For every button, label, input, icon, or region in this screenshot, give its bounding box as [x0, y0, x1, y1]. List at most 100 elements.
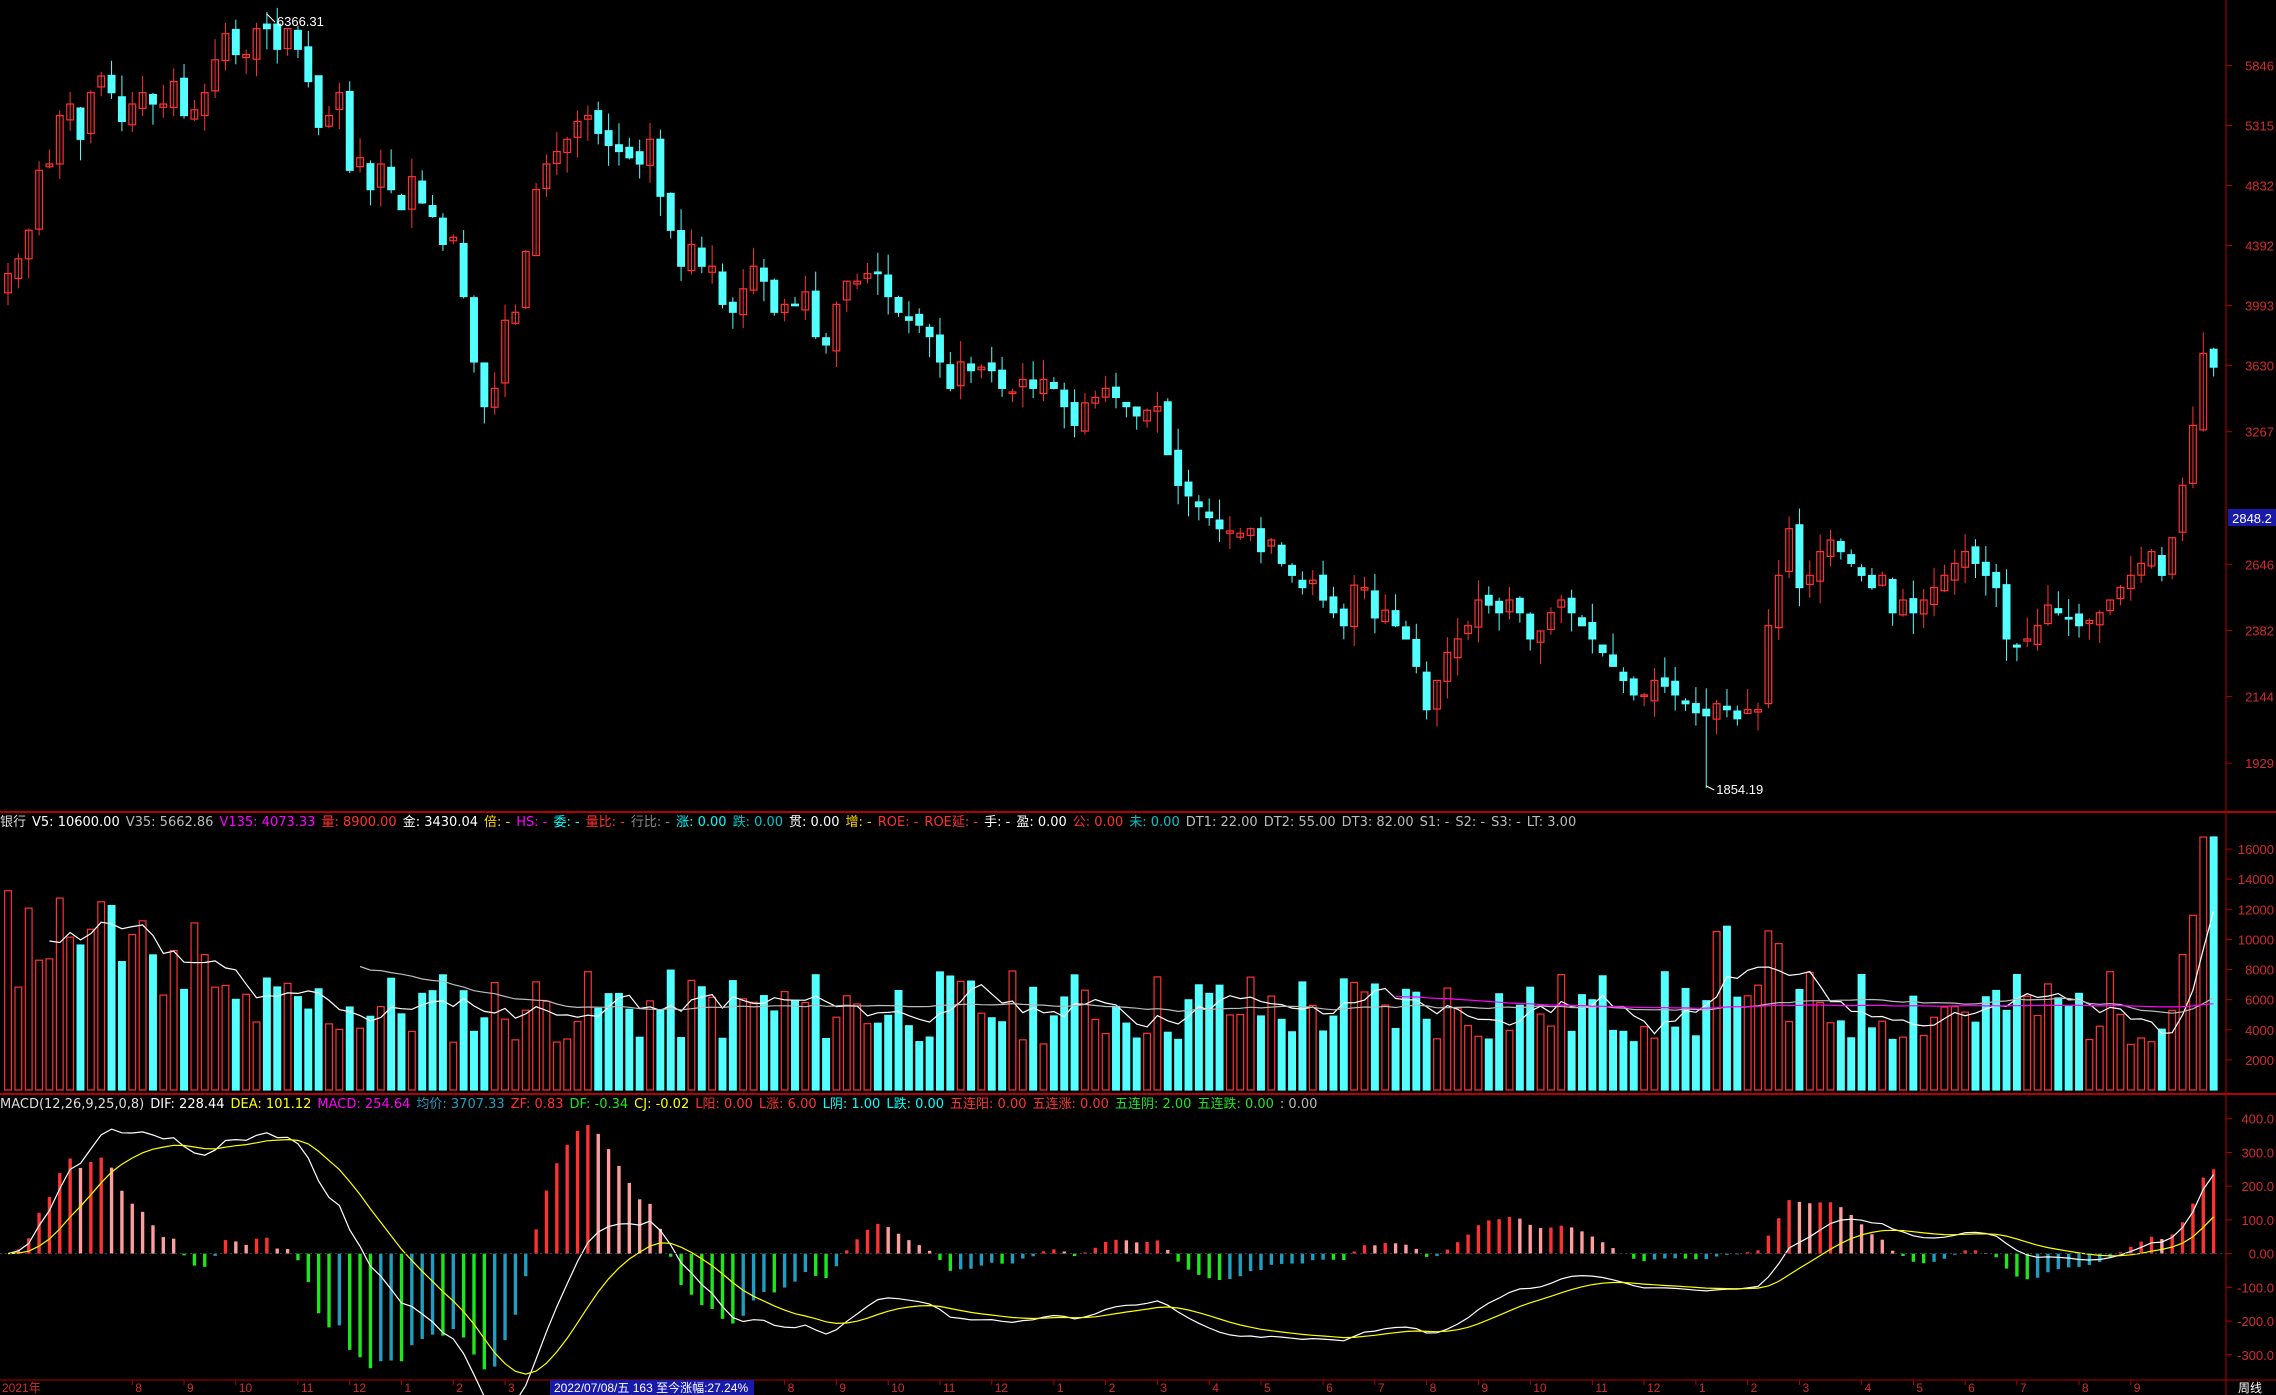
- volume-info-item: V35: 5662.86: [125, 815, 214, 830]
- volume-bar: [1722, 925, 1731, 1091]
- high-marker-line: [266, 13, 276, 23]
- volume-tick-label: 12000: [2238, 902, 2274, 917]
- volume-bar: [376, 1006, 385, 1091]
- month-tick-label: 7: [1378, 1381, 1385, 1395]
- candle-body: [1163, 401, 1172, 456]
- candle-body: [407, 176, 416, 210]
- volume-bar: [2116, 1013, 2125, 1091]
- month-tick-label: 9: [187, 1381, 194, 1395]
- volume-info-item: DT3: 82.00: [1341, 815, 1414, 830]
- volume-info-item: S3: -: [1491, 815, 1521, 830]
- volume-bar: [242, 993, 251, 1091]
- volume-info-item: 金: 3430.04: [402, 815, 478, 830]
- macd-info-item: L阳: 0.00: [695, 1097, 753, 1112]
- volume-bar: [1650, 1037, 1659, 1091]
- volume-bar: [1060, 996, 1069, 1091]
- candle-body: [708, 265, 717, 273]
- candle-body: [1029, 379, 1038, 389]
- volume-bar: [1474, 1035, 1483, 1091]
- volume-bar: [1805, 971, 1814, 1091]
- volume-bar: [1412, 991, 1421, 1091]
- volume-bar: [749, 1001, 758, 1091]
- volume-bar: [1236, 1013, 1245, 1091]
- volume-info-item: 量: 8900.00: [321, 815, 397, 830]
- candle-body: [1070, 402, 1079, 426]
- volume-bar: [1940, 1006, 1949, 1091]
- volume-bar: [687, 979, 696, 1091]
- candle-body: [894, 297, 903, 313]
- candle-body: [501, 319, 510, 384]
- candle-body: [1743, 709, 1752, 715]
- month-tick-label: 6: [1326, 1381, 1333, 1395]
- candle-body: [1370, 590, 1379, 619]
- macd-tick-label: -300.0: [2237, 1348, 2274, 1363]
- candle-body: [1277, 544, 1286, 564]
- candle-body: [1194, 501, 1203, 508]
- volume-bar: [1112, 1005, 1120, 1091]
- volume-bar: [1132, 1037, 1141, 1091]
- volume-bar: [438, 974, 447, 1091]
- candle-body: [200, 92, 209, 117]
- candle-body: [511, 311, 520, 324]
- volume-bar: [1930, 1016, 1939, 1091]
- volume-bar: [14, 986, 23, 1091]
- volume-bar: [666, 969, 675, 1091]
- macd-tick-label: 100.0: [2241, 1213, 2274, 1228]
- price-tick-label: 2382: [2245, 623, 2274, 638]
- volume-info-item: V5: 10600.00: [32, 815, 120, 830]
- candle-body: [770, 279, 779, 313]
- volume-bar: [1319, 1030, 1328, 1091]
- candle-body: [76, 107, 85, 140]
- volume-bar: [128, 933, 137, 1091]
- candle-body: [1816, 550, 1825, 582]
- candle-body: [107, 74, 116, 94]
- volume-bar: [366, 1015, 375, 1091]
- volume-bar: [1443, 987, 1452, 1091]
- candle-body: [314, 75, 323, 128]
- month-tick-label: 9: [2134, 1381, 2141, 1395]
- volume-bar: [1215, 984, 1224, 1091]
- month-tick-label: 3: [508, 1381, 515, 1395]
- volume-bar: [894, 989, 903, 1091]
- volume-bar: [656, 1009, 665, 1091]
- candle-body: [262, 23, 271, 30]
- volume-bar: [1899, 1036, 1907, 1091]
- volume-bar: [977, 1012, 986, 1091]
- candle-body: [2137, 562, 2146, 576]
- macd-info-item: 五连阴: 2.00: [1114, 1097, 1192, 1112]
- candle-body: [35, 169, 44, 230]
- candle-body: [1660, 677, 1669, 687]
- volume-bar: [117, 961, 126, 1091]
- month-tick-label: 10: [891, 1381, 905, 1395]
- month-tick-label: 4: [1865, 1381, 1872, 1395]
- volume-bar: [1785, 1020, 1794, 1091]
- volume-bar: [2085, 1038, 2094, 1091]
- volume-bar: [1143, 1032, 1152, 1091]
- volume-bar: [614, 992, 623, 1091]
- candle-body: [2116, 586, 2125, 600]
- candle-body: [1174, 449, 1183, 486]
- volume-bar: [335, 1028, 344, 1091]
- volume-bar: [708, 996, 717, 1091]
- volume-bar: [2106, 971, 2115, 1091]
- candle-body: [594, 110, 603, 134]
- candle-body: [2023, 638, 2032, 642]
- candle-body: [2157, 555, 2166, 576]
- volume-bar: [1836, 1020, 1845, 1091]
- candle-body: [532, 189, 541, 257]
- volume-bar: [511, 1039, 520, 1091]
- volume-bar: [1515, 1004, 1524, 1091]
- candle-body: [1671, 680, 1680, 696]
- candle-body: [490, 387, 499, 408]
- candle-body: [904, 316, 913, 321]
- macd-info-item: 均价: 3707.33: [416, 1097, 505, 1112]
- candle-body: [1847, 554, 1856, 564]
- candle-body: [2188, 424, 2197, 484]
- volume-bar: [1122, 1022, 1131, 1091]
- candle-body: [791, 303, 799, 307]
- volume-indicator-bar: 银行 V5: 10600.00 V35: 5662.86 V135: 4073.33 量…: [0, 812, 1582, 834]
- volume-bar: [915, 1041, 924, 1091]
- candle-body: [231, 28, 240, 56]
